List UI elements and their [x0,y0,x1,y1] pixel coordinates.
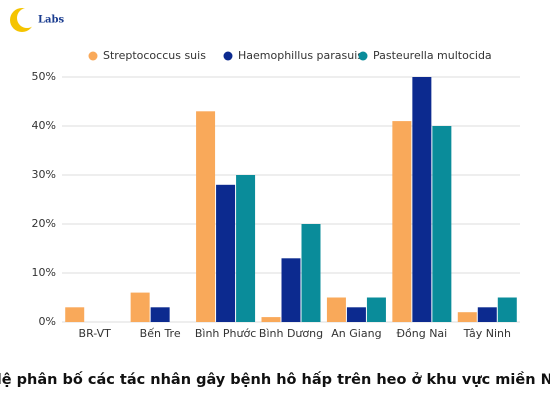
bar [236,175,256,322]
bar [196,111,216,322]
legend-marker [88,51,98,61]
logo-mark [17,8,37,28]
bar [412,77,432,322]
bar [281,258,301,322]
bar [326,297,346,322]
y-tick-label: 30% [32,168,56,181]
y-tick-label: 20% [32,217,56,230]
bar [392,121,412,322]
x-tick-label: BR-VT [79,327,112,340]
x-tick-label: Bình Phước [195,327,256,340]
legend-label: Streptococcus suis [103,49,206,62]
logo: Labs [10,8,65,32]
y-tick-label: 50% [32,70,56,83]
x-tick-label: Đồng Nai [396,327,447,340]
bar [301,224,321,322]
bar [366,297,386,322]
x-tick-label: Bến Tre [140,327,181,340]
bar [150,307,170,322]
y-tick-label: 0% [39,315,56,328]
bar [457,312,477,322]
bar [346,307,366,322]
y-tick-label: 40% [32,119,56,132]
bar [497,297,517,322]
legend-label: Pasteurella multocida [373,49,492,62]
legend-marker [358,51,368,61]
bar [261,317,281,322]
bar [216,184,236,322]
bar [432,126,452,322]
logo-text: Labs [38,15,65,26]
bar [65,307,85,322]
bar [130,292,150,322]
x-tick-label: Tây Ninh [463,327,511,340]
y-tick-label: 10% [32,266,56,279]
chart-title: Tỷ lệ phân bố các tác nhân gây bệnh hô h… [0,371,550,388]
legend-label: Haemophillus parasuis [238,49,363,62]
x-tick-label: Bình Dương [259,327,323,340]
bar [477,307,497,322]
legend-marker [223,51,233,61]
x-tick-label: An Giang [331,327,381,340]
